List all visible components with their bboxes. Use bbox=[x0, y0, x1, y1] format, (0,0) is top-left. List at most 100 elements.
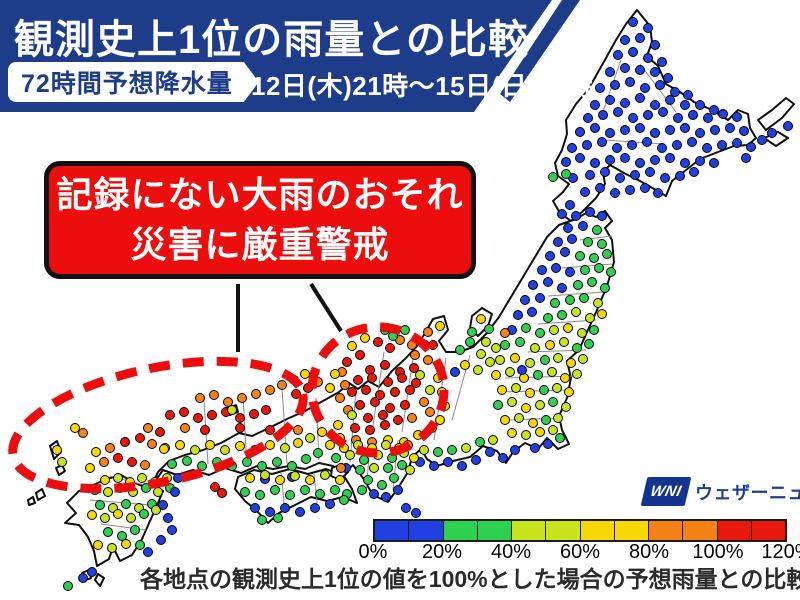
station-dot bbox=[505, 367, 515, 377]
station-dot bbox=[419, 445, 429, 455]
station-dot bbox=[507, 397, 517, 407]
station-dot bbox=[525, 388, 535, 398]
station-dot bbox=[627, 140, 637, 150]
station-dot bbox=[347, 341, 357, 351]
legend-bar bbox=[373, 519, 787, 542]
station-dot bbox=[575, 153, 585, 163]
station-dot bbox=[130, 525, 140, 535]
station-dot bbox=[587, 277, 597, 287]
station-dot bbox=[521, 323, 531, 333]
legend-ticks: 0% 20% 40% 60% 80% 100% 120% bbox=[359, 541, 800, 563]
station-dot bbox=[610, 188, 620, 198]
forecast-period: 12日(木)21時〜15日(日)21時 bbox=[251, 71, 593, 101]
station-dot bbox=[491, 370, 501, 380]
station-dot bbox=[293, 438, 303, 448]
station-dot bbox=[680, 123, 690, 133]
station-dot bbox=[703, 113, 713, 123]
station-dot bbox=[143, 423, 153, 433]
station-dot bbox=[643, 23, 653, 33]
station-dot bbox=[547, 367, 557, 377]
station-dot bbox=[363, 413, 373, 423]
station-dot bbox=[605, 95, 615, 105]
wni-logo-icon: WNI bbox=[640, 477, 692, 506]
station-dot bbox=[265, 385, 275, 395]
station-dot bbox=[411, 508, 421, 518]
station-dot bbox=[242, 457, 252, 467]
station-dot bbox=[551, 263, 561, 273]
station-dot bbox=[689, 167, 699, 177]
station-dot bbox=[561, 402, 571, 412]
station-dot bbox=[151, 505, 161, 515]
station-dot bbox=[620, 63, 630, 73]
station-dot bbox=[525, 358, 535, 368]
station-dot bbox=[695, 156, 705, 166]
station-dot bbox=[594, 263, 604, 273]
station-dot bbox=[540, 355, 550, 365]
warning-callout: 記録にない大雨のおそれ 災害に厳重警戒 bbox=[44, 161, 476, 279]
station-dot bbox=[158, 500, 168, 510]
station-dot bbox=[579, 293, 589, 303]
station-dot bbox=[205, 440, 215, 450]
station-dot bbox=[257, 461, 267, 471]
station-dot bbox=[550, 298, 560, 308]
station-dot bbox=[381, 492, 391, 502]
station-dot bbox=[305, 433, 315, 443]
station-dot bbox=[589, 325, 599, 335]
station-dot bbox=[275, 475, 285, 485]
station-dot bbox=[359, 455, 369, 465]
station-dot bbox=[739, 126, 749, 136]
station-dot bbox=[598, 110, 608, 120]
station-dot bbox=[393, 485, 403, 495]
station-dot bbox=[235, 423, 245, 433]
station-dot bbox=[435, 321, 445, 331]
station-dot bbox=[695, 100, 705, 110]
station-dot bbox=[409, 363, 419, 373]
station-dot bbox=[535, 400, 545, 410]
station-dot bbox=[640, 83, 650, 93]
legend-tick-label: 100% bbox=[692, 541, 744, 563]
station-dot bbox=[336, 463, 346, 473]
station-dot bbox=[584, 339, 594, 349]
station-dot bbox=[578, 354, 588, 364]
station-dot bbox=[193, 413, 203, 423]
station-dot bbox=[330, 369, 340, 379]
station-dot bbox=[220, 445, 230, 455]
station-dot bbox=[339, 495, 349, 505]
station-dot bbox=[207, 410, 217, 420]
station-dot bbox=[589, 253, 599, 263]
station-dot bbox=[99, 457, 109, 467]
station-dot bbox=[665, 95, 675, 105]
station-dot bbox=[333, 420, 343, 430]
station-dot bbox=[650, 67, 660, 77]
station-dot bbox=[291, 389, 301, 399]
station-dots-layer bbox=[52, 17, 793, 591]
caption-text: 各地点の観測史上1位の値を100%とした場合の予想雨量との比較 bbox=[140, 566, 800, 592]
highlight-ellipse bbox=[307, 322, 449, 458]
station-dot bbox=[535, 328, 545, 338]
station-dot bbox=[277, 380, 287, 390]
station-dot bbox=[585, 207, 595, 217]
station-dot bbox=[190, 445, 200, 455]
legend-segment bbox=[443, 521, 478, 540]
station-dot bbox=[560, 373, 570, 383]
legend-tick-label: 80% bbox=[628, 541, 669, 563]
station-dot bbox=[347, 387, 357, 397]
station-dot bbox=[520, 295, 530, 305]
station-dot bbox=[485, 447, 495, 457]
station-dot bbox=[507, 428, 517, 438]
station-dot bbox=[340, 380, 350, 390]
station-dot bbox=[461, 443, 471, 453]
station-dot bbox=[433, 447, 443, 457]
legend-segment bbox=[614, 521, 649, 540]
warning-line-1: 記録にない大雨のおそれ bbox=[56, 173, 464, 215]
station-dot bbox=[400, 400, 410, 410]
station-dot bbox=[425, 385, 435, 395]
station-dot bbox=[783, 121, 793, 131]
station-dot bbox=[563, 323, 573, 333]
station-dot bbox=[315, 489, 325, 499]
station-dot bbox=[675, 171, 685, 181]
station-dot bbox=[95, 500, 105, 510]
station-dot bbox=[411, 378, 421, 388]
station-dot bbox=[665, 153, 675, 163]
station-dot bbox=[257, 515, 267, 525]
